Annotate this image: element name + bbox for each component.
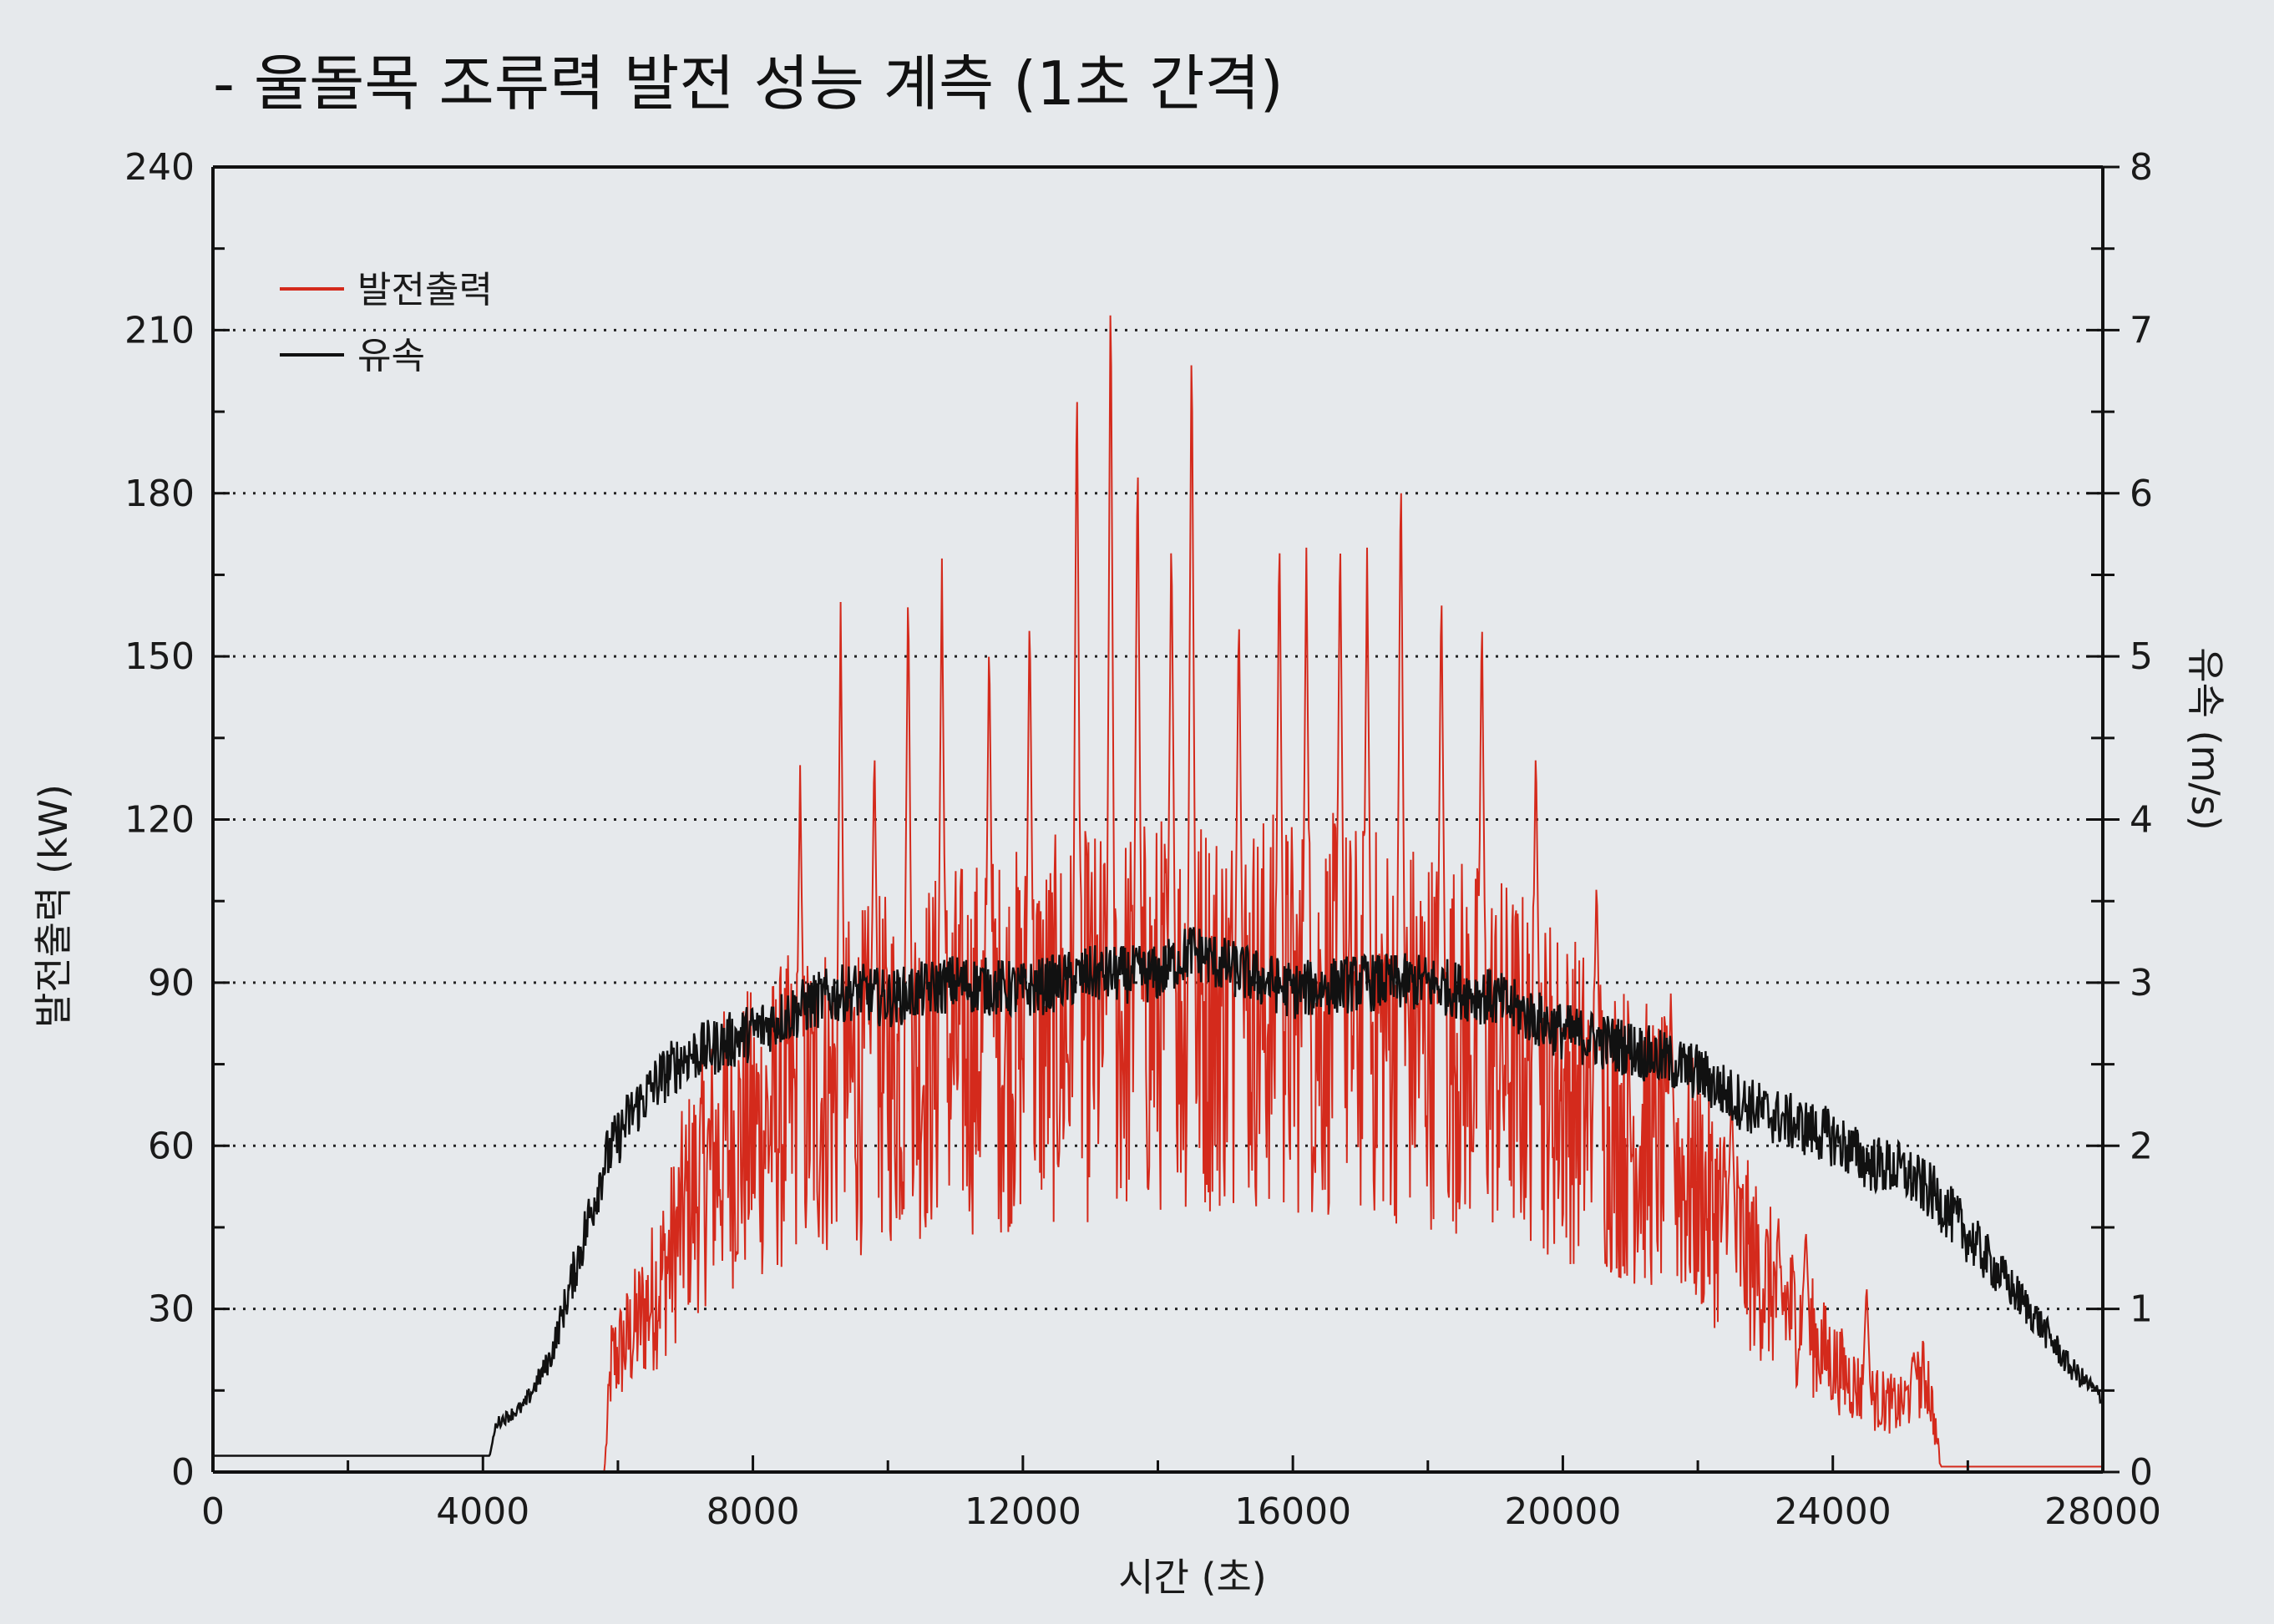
y2-tick-label: 3 — [2130, 962, 2153, 1004]
x-tick-label: 28000 — [2044, 1490, 2161, 1533]
tick-labels: 0 30 60 90 120 150 180 210 240 0 1 2 3 4 5 6 7 8 0 4000 8000… — [124, 146, 2161, 1533]
x-tick-label: 0 — [201, 1490, 225, 1533]
y-tick-label: 150 — [124, 635, 195, 678]
y-tick-label: 30 — [148, 1288, 195, 1331]
legend: 발전출력 유속 — [280, 269, 493, 377]
y2-tick-label: 2 — [2130, 1125, 2153, 1167]
y2-tick-label: 7 — [2130, 309, 2153, 352]
y2-tick-label: 1 — [2130, 1288, 2153, 1331]
x-tick-label: 12000 — [965, 1490, 1081, 1533]
x-tick-label: 8000 — [707, 1490, 800, 1533]
y2-tick-label: 5 — [2130, 635, 2153, 678]
y2-axis-label: 유속 (m/s) — [2183, 647, 2228, 830]
y2-tick-label: 4 — [2130, 799, 2153, 842]
chart-title: - 울돌목 조류력 발전 성능 계측 (1초 간격) — [213, 48, 1284, 119]
x-tick-label: 4000 — [436, 1490, 529, 1533]
y-tick-label: 240 — [124, 146, 195, 189]
x-tick-label: 20000 — [1504, 1490, 1621, 1533]
y-tick-label: 0 — [171, 1451, 195, 1494]
axes — [211, 165, 2120, 1474]
y-tick-label: 90 — [148, 962, 195, 1004]
x-axis-label: 시간 (초) — [1118, 1555, 1266, 1600]
y2-tick-label: 6 — [2130, 473, 2153, 515]
y-tick-label: 60 — [148, 1125, 195, 1167]
x-tick-label: 24000 — [1775, 1490, 1892, 1533]
y2-tick-label: 8 — [2130, 146, 2153, 189]
legend-label-power: 발전출력 — [357, 269, 493, 311]
grid-lines — [213, 328, 2103, 1311]
y-axis-label: 발전출력 (kW) — [31, 784, 76, 1028]
plot-series — [213, 315, 2104, 1473]
y2-tick-label: 0 — [2130, 1451, 2153, 1494]
y-tick-label: 180 — [124, 473, 195, 515]
legend-label-speed: 유속 — [357, 335, 425, 377]
series-line-power — [213, 315, 2103, 1473]
y-tick-label: 120 — [124, 799, 195, 842]
x-tick-label: 16000 — [1234, 1490, 1351, 1533]
series-line-speed — [213, 927, 2104, 1457]
y-tick-label: 210 — [124, 309, 195, 352]
